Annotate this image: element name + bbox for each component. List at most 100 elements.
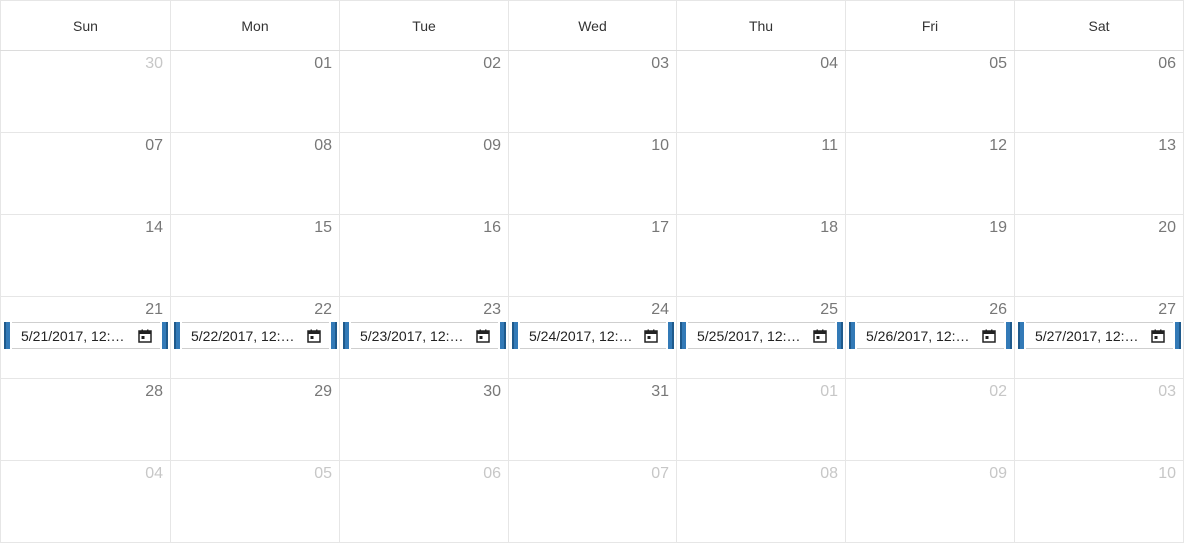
day-number[interactable]: 03	[651, 55, 669, 72]
event-resize-handle-right[interactable]	[1175, 322, 1181, 349]
day-cell[interactable]: 25 5/25/2017, 12:…	[676, 297, 845, 378]
event-resize-handle-right[interactable]	[668, 322, 674, 349]
event-date-input[interactable]: 5/23/2017, 12:…	[343, 322, 506, 349]
day-number[interactable]: 02	[483, 55, 501, 72]
calendar-icon[interactable]	[138, 329, 152, 343]
datetime-field[interactable]: 5/21/2017, 12:…	[12, 322, 160, 349]
day-cell[interactable]: 29	[170, 379, 339, 460]
event-resize-handle-left[interactable]	[849, 322, 855, 349]
day-number[interactable]: 27	[1158, 301, 1176, 318]
event-resize-handle-left[interactable]	[1018, 322, 1024, 349]
datetime-field[interactable]: 5/27/2017, 12:…	[1026, 322, 1173, 349]
day-cell[interactable]: 26 5/26/2017, 12:…	[845, 297, 1014, 378]
event-resize-handle-right[interactable]	[837, 322, 843, 349]
day-cell[interactable]: 02	[339, 51, 508, 132]
day-number[interactable]: 09	[989, 465, 1007, 482]
event-resize-handle-right[interactable]	[1006, 322, 1012, 349]
event-datetime-value[interactable]: 5/22/2017, 12:…	[191, 327, 295, 344]
event-resize-handle-right[interactable]	[331, 322, 337, 349]
day-cell[interactable]: 06	[1014, 51, 1184, 132]
day-number[interactable]: 10	[651, 137, 669, 154]
day-number[interactable]: 02	[989, 383, 1007, 400]
day-number[interactable]: 01	[314, 55, 332, 72]
datetime-field[interactable]: 5/26/2017, 12:…	[857, 322, 1004, 349]
day-number[interactable]: 16	[483, 219, 501, 236]
day-cell[interactable]: 13	[1014, 133, 1184, 214]
day-cell[interactable]: 03	[508, 51, 676, 132]
day-cell[interactable]: 05	[845, 51, 1014, 132]
day-cell[interactable]: 11	[676, 133, 845, 214]
day-cell[interactable]: 12	[845, 133, 1014, 214]
day-cell[interactable]: 03	[1014, 379, 1184, 460]
day-number[interactable]: 20	[1158, 219, 1176, 236]
event-resize-handle-left[interactable]	[174, 322, 180, 349]
event-resize-handle-left[interactable]	[680, 322, 686, 349]
day-cell[interactable]: 23 5/23/2017, 12:…	[339, 297, 508, 378]
day-number[interactable]: 30	[483, 383, 501, 400]
day-number[interactable]: 07	[651, 465, 669, 482]
datetime-field[interactable]: 5/22/2017, 12:…	[182, 322, 329, 349]
day-number[interactable]: 03	[1158, 383, 1176, 400]
day-cell[interactable]: 16	[339, 215, 508, 296]
day-number[interactable]: 19	[989, 219, 1007, 236]
day-number[interactable]: 26	[989, 301, 1007, 318]
day-number[interactable]: 18	[820, 219, 838, 236]
day-number[interactable]: 06	[1158, 55, 1176, 72]
day-cell[interactable]: 24 5/24/2017, 12:…	[508, 297, 676, 378]
day-number[interactable]: 04	[145, 465, 163, 482]
day-cell[interactable]: 31	[508, 379, 676, 460]
day-number[interactable]: 06	[483, 465, 501, 482]
day-cell[interactable]: 21 5/21/2017, 12:…	[0, 297, 170, 378]
day-cell[interactable]: 08	[676, 461, 845, 542]
day-cell[interactable]: 27 5/27/2017, 12:…	[1014, 297, 1184, 378]
day-number[interactable]: 29	[314, 383, 332, 400]
event-datetime-value[interactable]: 5/24/2017, 12:…	[529, 327, 633, 344]
day-number[interactable]: 09	[483, 137, 501, 154]
event-datetime-value[interactable]: 5/21/2017, 12:…	[21, 327, 125, 344]
day-cell[interactable]: 22 5/22/2017, 12:…	[170, 297, 339, 378]
day-number[interactable]: 04	[820, 55, 838, 72]
day-number[interactable]: 01	[820, 383, 838, 400]
day-cell[interactable]: 06	[339, 461, 508, 542]
calendar-icon[interactable]	[307, 329, 321, 343]
event-datetime-value[interactable]: 5/23/2017, 12:…	[360, 327, 464, 344]
day-cell[interactable]: 07	[508, 461, 676, 542]
day-number[interactable]: 28	[145, 383, 163, 400]
calendar-icon[interactable]	[644, 329, 658, 343]
day-cell[interactable]: 02	[845, 379, 1014, 460]
day-cell[interactable]: 01	[676, 379, 845, 460]
calendar-icon[interactable]	[1151, 329, 1165, 343]
day-number[interactable]: 24	[651, 301, 669, 318]
event-date-input[interactable]: 5/26/2017, 12:…	[849, 322, 1012, 349]
day-cell[interactable]: 30	[339, 379, 508, 460]
day-cell[interactable]: 04	[676, 51, 845, 132]
day-cell[interactable]: 01	[170, 51, 339, 132]
day-cell[interactable]: 28	[0, 379, 170, 460]
day-cell[interactable]: 05	[170, 461, 339, 542]
day-number[interactable]: 21	[145, 301, 163, 318]
day-number[interactable]: 31	[651, 383, 669, 400]
day-cell[interactable]: 30	[0, 51, 170, 132]
day-cell[interactable]: 09	[339, 133, 508, 214]
day-cell[interactable]: 19	[845, 215, 1014, 296]
day-number[interactable]: 13	[1158, 137, 1176, 154]
day-cell[interactable]: 18	[676, 215, 845, 296]
event-datetime-value[interactable]: 5/25/2017, 12:…	[697, 327, 801, 344]
event-resize-handle-right[interactable]	[162, 322, 168, 349]
day-number[interactable]: 08	[314, 137, 332, 154]
day-cell[interactable]: 09	[845, 461, 1014, 542]
day-number[interactable]: 17	[651, 219, 669, 236]
event-resize-handle-right[interactable]	[500, 322, 506, 349]
event-resize-handle-left[interactable]	[512, 322, 518, 349]
day-number[interactable]: 15	[314, 219, 332, 236]
day-cell[interactable]: 14	[0, 215, 170, 296]
day-cell[interactable]: 20	[1014, 215, 1184, 296]
day-cell[interactable]: 10	[1014, 461, 1184, 542]
day-number[interactable]: 25	[820, 301, 838, 318]
day-number[interactable]: 10	[1158, 465, 1176, 482]
day-number[interactable]: 07	[145, 137, 163, 154]
event-resize-handle-left[interactable]	[4, 322, 10, 349]
event-datetime-value[interactable]: 5/27/2017, 12:…	[1035, 327, 1139, 344]
event-date-input[interactable]: 5/21/2017, 12:…	[4, 322, 168, 349]
event-date-input[interactable]: 5/25/2017, 12:…	[680, 322, 843, 349]
